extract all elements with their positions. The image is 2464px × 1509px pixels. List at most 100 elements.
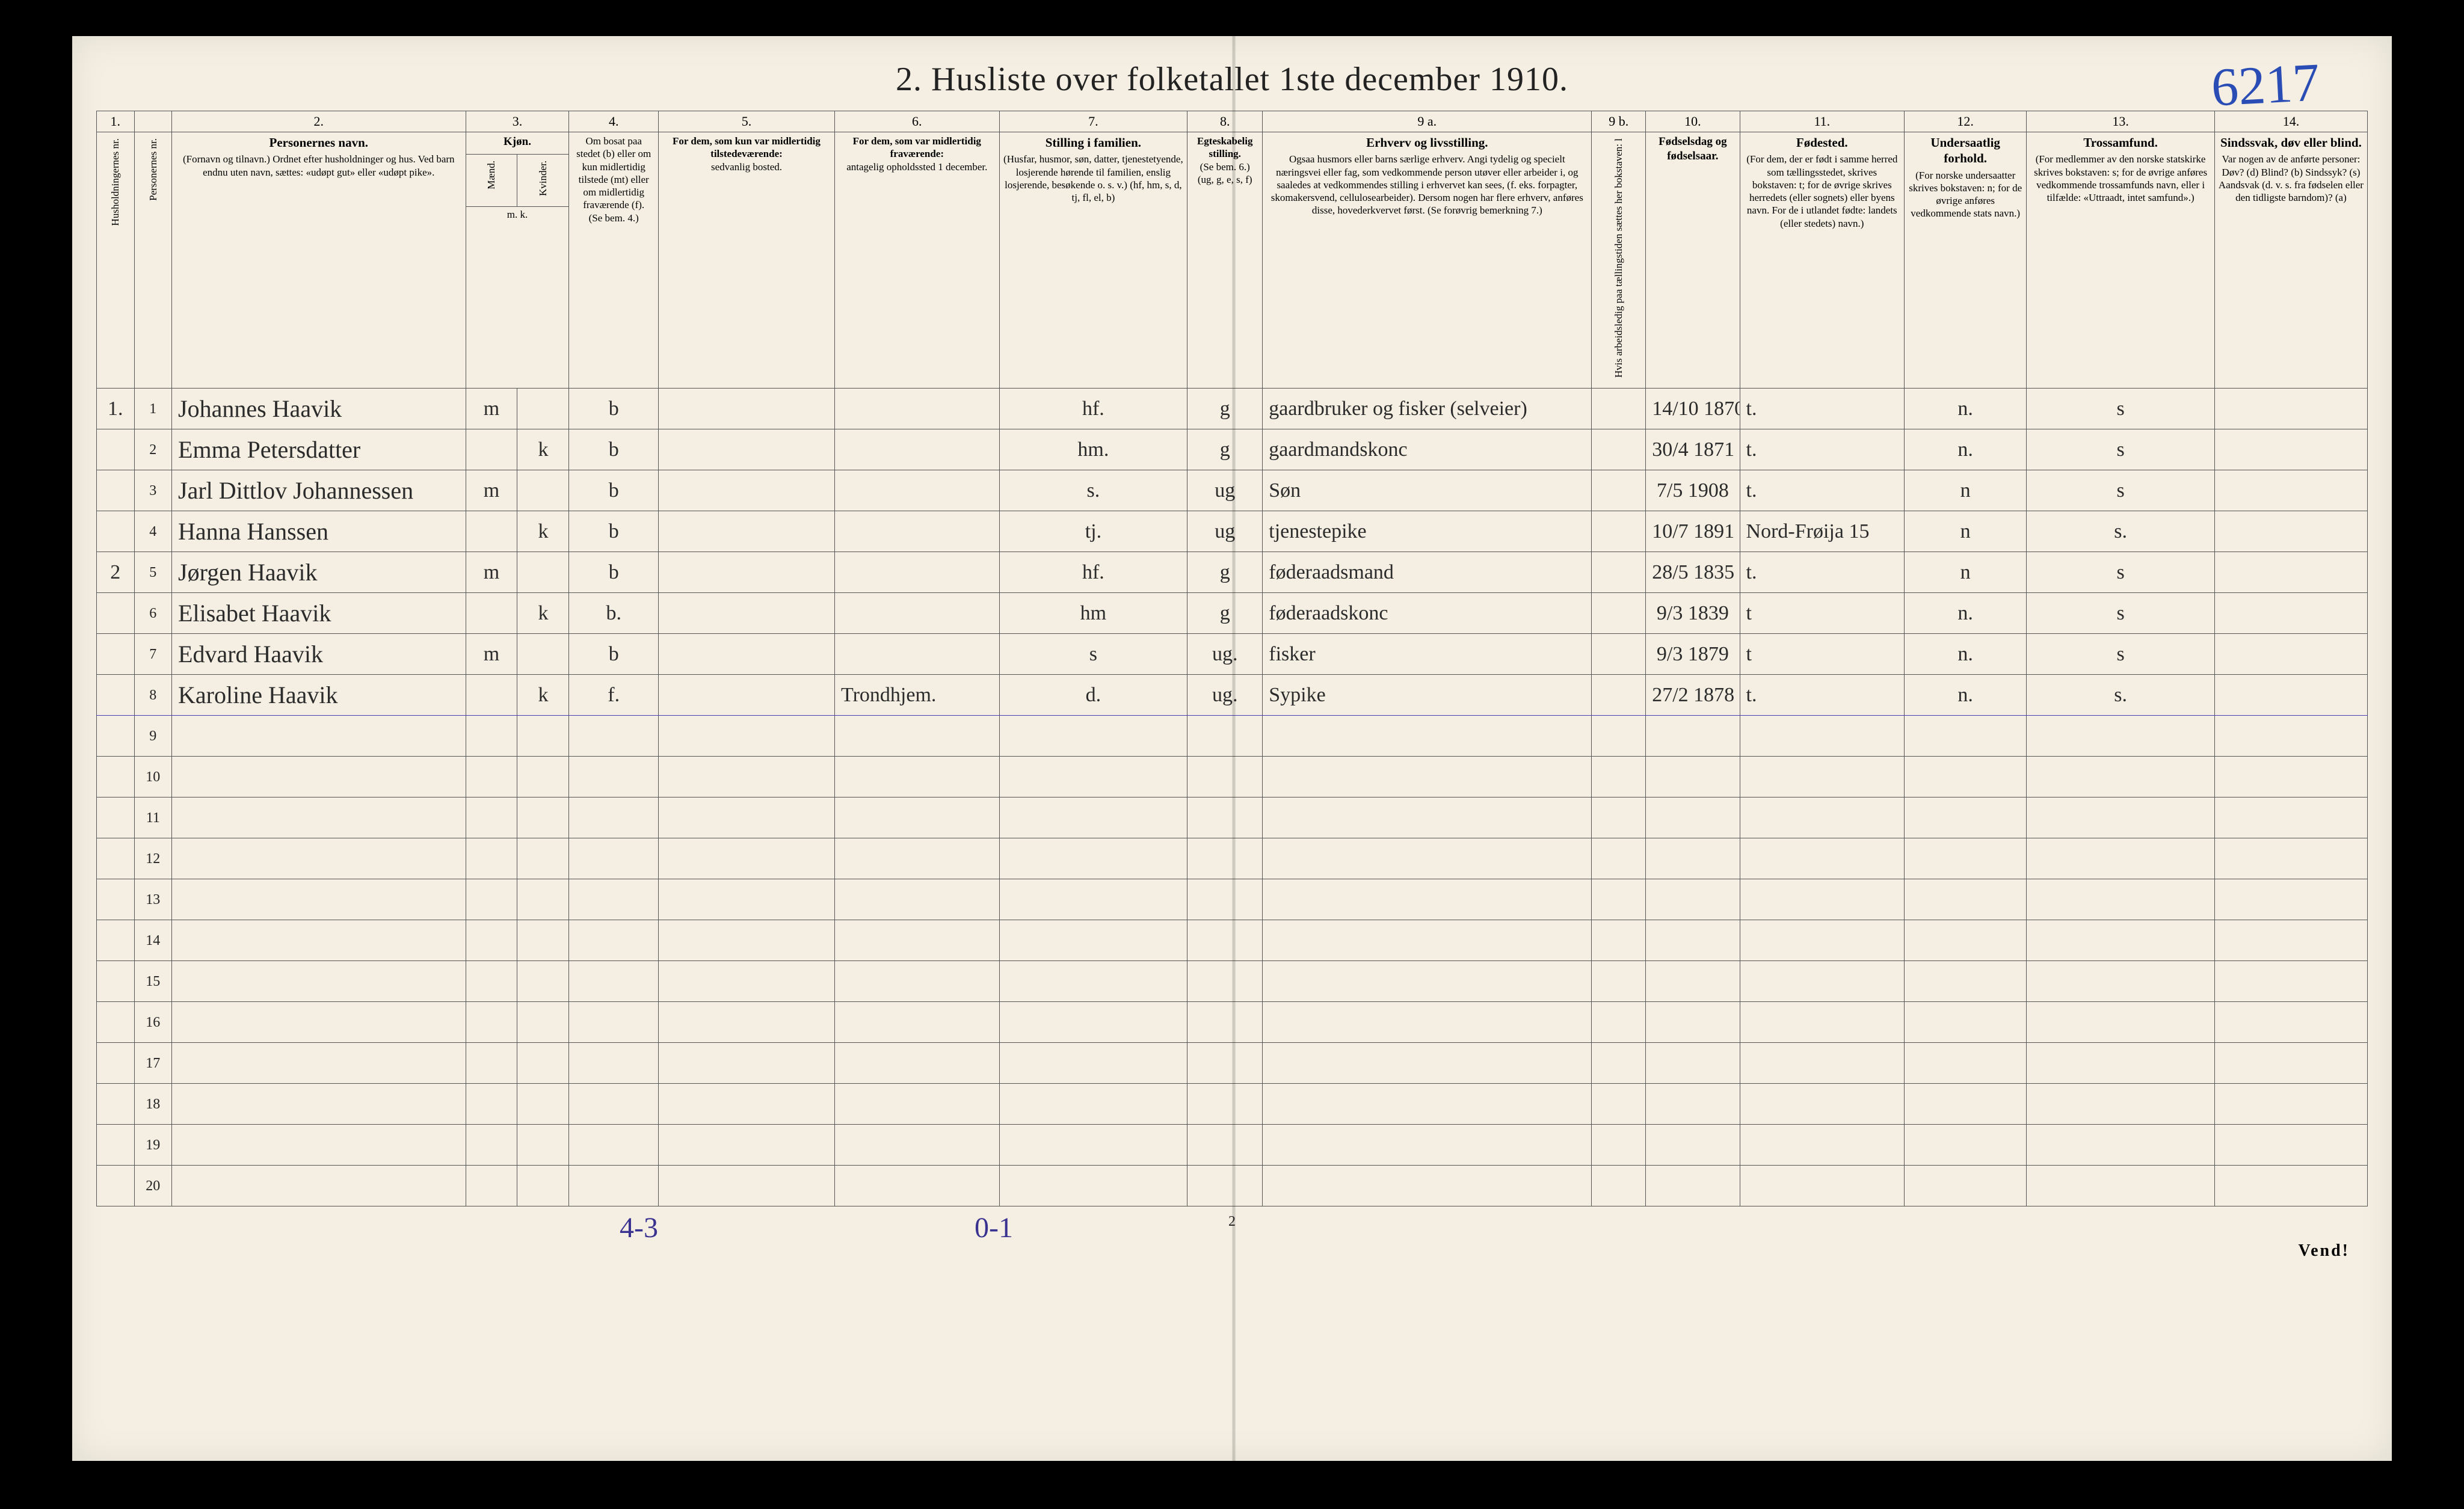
head-religion-title: Trossamfund.	[2030, 135, 2211, 150]
head-person-nr-text: Personernes nr.	[147, 135, 159, 204]
cell-blank	[2214, 960, 2367, 1001]
cell-blank: 20	[134, 1165, 172, 1206]
cell-blank	[569, 920, 658, 960]
colnum-10: 10.	[1646, 111, 1740, 132]
cell-egte: g	[1187, 429, 1263, 470]
cell-blank	[1592, 1124, 1646, 1165]
table-row: 15	[97, 960, 2368, 1001]
cell-res: b	[569, 429, 658, 470]
cell-blank	[1187, 797, 1263, 838]
cell-blank	[1646, 960, 1740, 1001]
cell-egte: ug.	[1187, 633, 1263, 674]
cell-blank	[517, 1042, 569, 1083]
cell-fam: s	[999, 633, 1187, 674]
cell-blank	[1592, 960, 1646, 1001]
footer-vend: Vend!	[2298, 1241, 2350, 1261]
cell-fdato: 10/7 1891	[1646, 511, 1740, 552]
cell-blank	[1740, 715, 1905, 756]
cell-erhv: gaardmandskonc	[1263, 429, 1592, 470]
cell-blank	[1592, 756, 1646, 797]
cell-tro: s	[2027, 592, 2215, 633]
head-birthplace: Fødested. (For dem, der er født i samme …	[1740, 132, 1905, 389]
cell-blank	[569, 1124, 658, 1165]
cell-blank	[172, 756, 466, 797]
cell-blank	[1592, 1042, 1646, 1083]
cell-blank	[1905, 1124, 2027, 1165]
cell-blank	[1905, 1083, 2027, 1124]
cell-blank	[999, 960, 1187, 1001]
cell-blank	[466, 1083, 517, 1124]
cell-blank	[517, 838, 569, 879]
cell-erhv: tjenestepike	[1263, 511, 1592, 552]
cell-blank	[97, 960, 135, 1001]
cell-blank	[1263, 1124, 1592, 1165]
footer-handwritten-1: 4-3	[620, 1211, 658, 1244]
cell-blank	[569, 838, 658, 879]
cell-egte: ug	[1187, 470, 1263, 511]
colnum-12: 12.	[1905, 111, 2027, 132]
cell-fam: hm	[999, 592, 1187, 633]
colnum-1b	[134, 111, 172, 132]
cell-und: n.	[1905, 674, 2027, 715]
cell-k: k	[517, 592, 569, 633]
cell-blank	[658, 1042, 834, 1083]
cell-name: Hanna Hanssen	[172, 511, 466, 552]
cell-blank	[658, 756, 834, 797]
cell-k	[517, 633, 569, 674]
cell-blank	[172, 960, 466, 1001]
title-row: 2. Husliste over folketallet 1ste decemb…	[96, 60, 2368, 99]
cell-mt	[658, 592, 834, 633]
cell-blank	[2027, 1042, 2215, 1083]
cell-pn: 8	[134, 674, 172, 715]
cell-blank	[1592, 1165, 1646, 1206]
colnum-3: 3.	[466, 111, 569, 132]
cell-blank	[658, 1001, 834, 1042]
cell-hh	[97, 511, 135, 552]
table-row: 8Karoline Haavikkf.Trondhjem.d.ug.Sypike…	[97, 674, 2368, 715]
cell-blank	[569, 1083, 658, 1124]
cell-fsted: t	[1740, 592, 1905, 633]
cell-blank	[172, 1165, 466, 1206]
cell-res: b.	[569, 592, 658, 633]
cell-hh: 1.	[97, 388, 135, 429]
cell-frv	[835, 511, 1000, 552]
cell-blank	[999, 797, 1187, 838]
cell-blank	[2214, 715, 2367, 756]
cell-blank	[999, 879, 1187, 920]
cell-fsted: Nord-Frøija 15	[1740, 511, 1905, 552]
cell-blank	[1740, 920, 1905, 960]
cell-blank	[466, 920, 517, 960]
cell-al	[1592, 429, 1646, 470]
cell-blank	[1905, 1001, 2027, 1042]
table-row: 11	[97, 797, 2368, 838]
table-row: 20	[97, 1165, 2368, 1206]
head-religion-sub: (For medlemmer av den norske statskirke …	[2030, 153, 2211, 204]
cell-blank	[2027, 838, 2215, 879]
cell-blank	[97, 715, 135, 756]
table-body: 1.1Johannes Haavikmbhf.ggaardbruker og f…	[97, 388, 2368, 1206]
cell-blank	[172, 1124, 466, 1165]
cell-m: m	[466, 388, 517, 429]
cell-blank	[1740, 1083, 1905, 1124]
footer-page-number: 2	[1228, 1214, 1236, 1230]
cell-fsted: t.	[1740, 388, 1905, 429]
cell-blank	[1646, 756, 1740, 797]
cell-al	[1592, 470, 1646, 511]
head-name: Personernes navn. (Fornavn og tilnavn.) …	[172, 132, 466, 389]
cell-blank	[517, 756, 569, 797]
cell-blank	[466, 1165, 517, 1206]
head-temp-absent-sub: antagelig opholdssted 1 december.	[839, 161, 996, 173]
head-person-nr: Personernes nr.	[134, 132, 172, 389]
head-temp-present-title: For dem, som kun var midlertidig tilsted…	[662, 135, 831, 161]
cell-blank	[172, 1042, 466, 1083]
cell-blank	[2027, 797, 2215, 838]
cell-blank	[658, 1083, 834, 1124]
cell-pn: 3	[134, 470, 172, 511]
cell-blank	[658, 920, 834, 960]
cell-svk	[2214, 388, 2367, 429]
cell-blank	[1592, 920, 1646, 960]
head-residence: Om bosat paa stedet (b) eller om kun mid…	[569, 132, 658, 389]
cell-blank: 19	[134, 1124, 172, 1165]
cell-hh	[97, 429, 135, 470]
cell-blank	[1592, 1083, 1646, 1124]
